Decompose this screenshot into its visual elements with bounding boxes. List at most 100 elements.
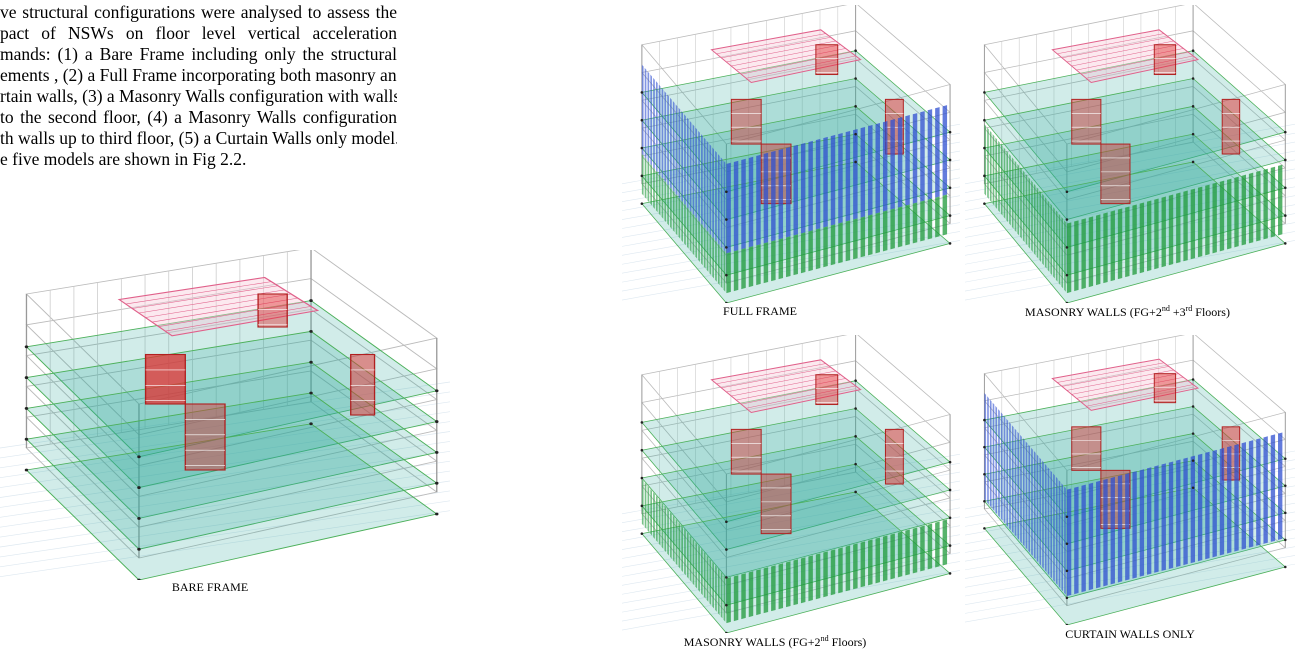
drawing-shape [1198, 187, 1202, 258]
drawing-shape [1284, 512, 1287, 515]
drawing-shape [883, 535, 887, 581]
drawing-shape [779, 238, 783, 279]
drawing-shape [724, 250, 726, 292]
drawing-shape [1037, 454, 1039, 562]
drawing-shape [656, 171, 658, 213]
drawing-shape [435, 482, 438, 485]
text-line: rtain walls, (3) a Masonry Walls configu… [0, 86, 397, 107]
drawing-shape [741, 573, 745, 619]
drawing-shape [684, 204, 686, 246]
drawing-shape [793, 234, 797, 275]
drawing-shape [823, 137, 827, 228]
drawing-shape [678, 197, 680, 239]
drawing-shape [721, 247, 723, 289]
drawing-shape [990, 399, 992, 507]
drawing-shape [756, 244, 760, 285]
drawing-shape [761, 474, 791, 534]
drawing-shape [1067, 489, 1071, 596]
drawing-shape [650, 164, 652, 206]
drawing-shape [1271, 434, 1275, 541]
drawing-shape [648, 71, 650, 162]
drawing-shape [808, 555, 812, 601]
drawing-shape [1048, 467, 1050, 575]
caption-text: nd [1162, 304, 1170, 313]
drawing-shape [983, 473, 986, 476]
drawing-shape [687, 207, 689, 249]
drawing-shape [995, 137, 997, 209]
drawing-shape [653, 492, 655, 539]
drawing-shape [725, 274, 728, 277]
drawing-shape [1183, 191, 1187, 262]
drawing-shape [435, 389, 438, 392]
drawing-shape [641, 449, 644, 452]
figure-caption: FULL FRAME [660, 304, 860, 319]
drawing-shape [1192, 77, 1195, 80]
drawing-shape [678, 108, 680, 199]
drawing-shape [656, 496, 658, 543]
drawing-shape [1053, 474, 1055, 582]
drawing-shape [1284, 131, 1287, 134]
drawing-shape [890, 119, 894, 210]
drawing-shape [662, 502, 664, 549]
text-line: mands: (1) a Bare Frame including only t… [0, 44, 397, 65]
drawing-shape [920, 200, 924, 241]
drawing-shape [1284, 566, 1287, 569]
drawing-shape [641, 477, 644, 480]
drawing-shape [1234, 177, 1238, 248]
text-line: pact of NSWs on floor level vertical acc… [0, 23, 397, 44]
drawing-shape [771, 565, 775, 611]
drawing-shape [987, 396, 989, 504]
drawing-shape [662, 88, 664, 179]
drawing-shape [793, 145, 797, 236]
drawing-shape [876, 212, 880, 253]
drawing-shape [1023, 171, 1025, 243]
drawing-shape [695, 128, 697, 219]
drawing-shape [641, 175, 644, 178]
drawing-shape [1056, 210, 1058, 282]
drawing-shape [1234, 444, 1238, 551]
drawing-shape [1072, 427, 1101, 470]
drawing-shape [690, 210, 692, 252]
drawing-shape [838, 547, 842, 593]
drawing-shape [1066, 597, 1069, 600]
drawing-shape [645, 68, 647, 159]
drawing-shape [662, 177, 664, 219]
drawing-shape [1064, 220, 1066, 292]
caption-text: CURTAIN WALLS ONLY [1065, 627, 1195, 641]
drawing-shape [949, 214, 952, 217]
drawing-shape [1154, 465, 1158, 572]
drawing-shape [1111, 477, 1115, 584]
bare-frame-model [0, 250, 450, 580]
drawing-shape [1242, 442, 1246, 549]
drawing-shape [816, 375, 838, 405]
drawing-shape [1147, 467, 1151, 574]
drawing-shape [1066, 246, 1069, 249]
drawing-shape [1263, 436, 1267, 543]
drawing-shape [1213, 183, 1217, 254]
drawing-shape [687, 118, 689, 209]
drawing-shape [1103, 479, 1107, 586]
drawing-shape [861, 127, 865, 218]
drawing-shape [670, 187, 672, 229]
drawing-shape [25, 376, 28, 379]
drawing-shape [949, 572, 952, 575]
drawing-shape [1192, 432, 1195, 435]
drawing-shape [1053, 207, 1055, 279]
drawing-shape [690, 121, 692, 212]
drawing-shape [854, 161, 857, 164]
drawing-shape [823, 226, 827, 267]
drawing-shape [1081, 485, 1085, 592]
caption-text: nd [821, 634, 829, 643]
drawing-shape [943, 105, 947, 196]
drawing-shape [1096, 214, 1100, 285]
drawing-shape [734, 250, 738, 291]
drawing-shape [876, 123, 880, 214]
drawing-shape [983, 500, 986, 503]
drawing-shape [1256, 438, 1260, 545]
text-line: ve structural configurations were analys… [0, 2, 397, 23]
drawing-shape [709, 233, 711, 275]
page: ve structural configurations were analys… [0, 0, 1295, 652]
drawing-shape [801, 557, 805, 603]
drawing-shape [861, 216, 865, 257]
drawing-shape [786, 561, 790, 607]
